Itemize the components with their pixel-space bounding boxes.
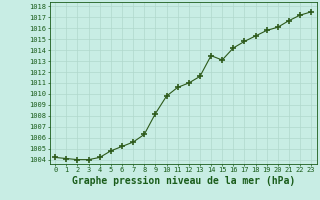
X-axis label: Graphe pression niveau de la mer (hPa): Graphe pression niveau de la mer (hPa) — [72, 176, 295, 186]
